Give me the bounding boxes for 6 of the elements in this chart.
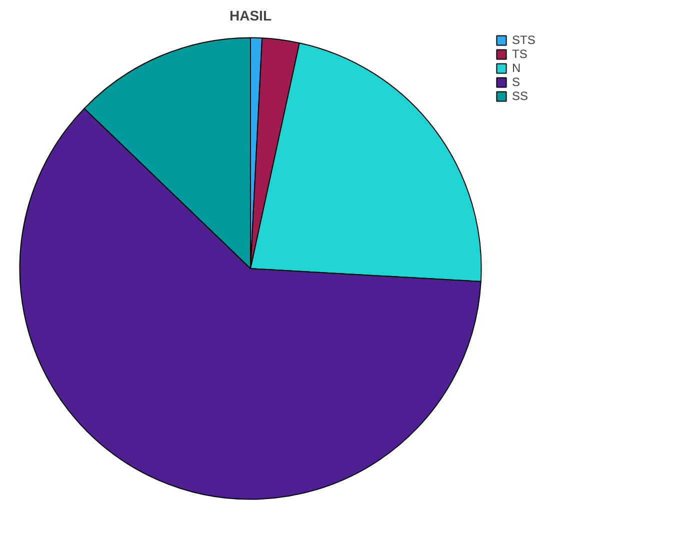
legend-label: SS — [512, 89, 530, 103]
legend-label: TS — [512, 47, 528, 61]
chart-title: HASIL — [230, 8, 272, 24]
legend-label: N — [512, 61, 522, 75]
legend-label: S — [512, 75, 522, 89]
legend-label: STS — [512, 33, 536, 47]
